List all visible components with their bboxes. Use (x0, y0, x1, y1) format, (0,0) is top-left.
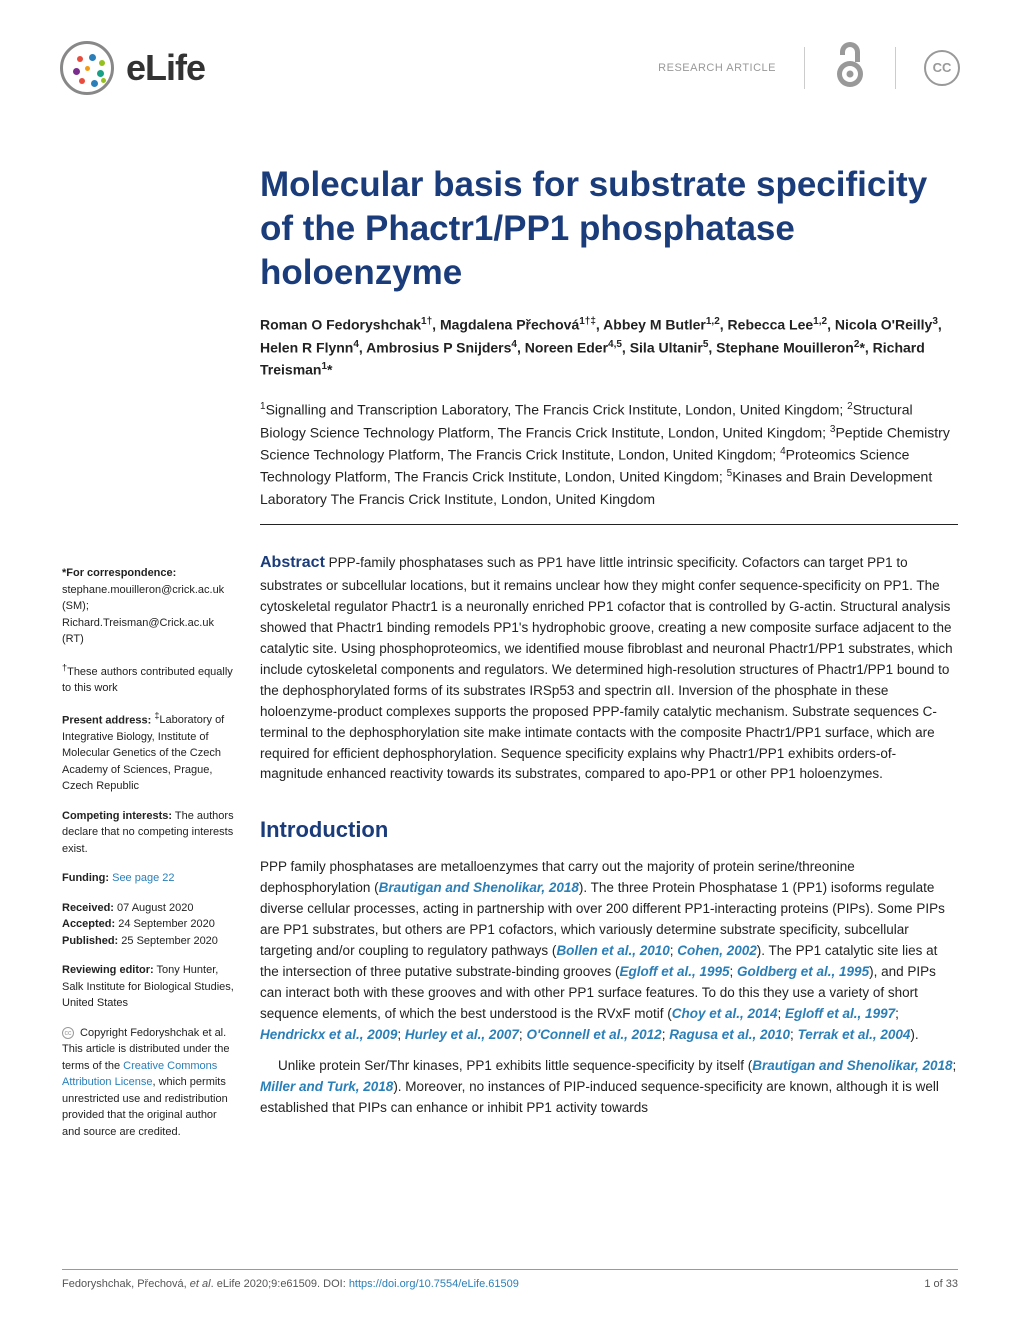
citation-link[interactable]: Bollen et al., 2010 (556, 943, 669, 958)
citation-link[interactable]: Brautigan and Shenolikar, 2018 (379, 880, 579, 895)
correspondence-email: stephane.mouilleron@crick.ac.uk (SM); (62, 584, 224, 613)
funding-label: Funding: (62, 872, 109, 884)
reviewing-editor-label: Reviewing editor: (62, 964, 154, 976)
correspondence-email: Richard.Treisman@Crick.ac.uk (RT) (62, 617, 214, 646)
correspondence-label: *For correspondence: (62, 567, 176, 579)
abstract: Abstract PPP-family phosphatases such as… (260, 551, 958, 785)
citation-link[interactable]: Cohen, 2002 (677, 943, 757, 958)
citation-link[interactable]: Egloff et al., 1995 (619, 964, 729, 979)
citation-link[interactable]: Brautigan and Shenolikar, 2018 (752, 1058, 952, 1073)
citation-link[interactable]: Goldberg et al., 1995 (737, 964, 869, 979)
abstract-label: Abstract (260, 554, 325, 571)
section-heading-introduction: Introduction (260, 813, 958, 847)
doi-link[interactable]: https://doi.org/10.7554/eLife.61509 (349, 1278, 519, 1290)
received-date: 07 August 2020 (114, 902, 194, 914)
article-metadata-sidebar: *For correspondence: stephane.mouilleron… (62, 551, 238, 1153)
footer-citation: Fedoryshchak, Přechová, et al. eLife 202… (62, 1278, 519, 1290)
journal-logo: eLife (60, 41, 205, 95)
present-address-label: Present address: (62, 714, 154, 726)
author-list: Roman O Fedoryshchak1†, Magdalena Přecho… (260, 314, 958, 381)
intro-paragraph-2: Unlike protein Ser/Thr kinases, PP1 exhi… (260, 1056, 958, 1119)
citation-link[interactable]: O'Connell et al., 2012 (526, 1027, 661, 1042)
page-number: 1 of 33 (924, 1278, 958, 1290)
cc-icon-small: cc (62, 1027, 74, 1039)
main-content: Molecular basis for substrate specificit… (0, 123, 1020, 1153)
published-label: Published: (62, 935, 118, 947)
article-title: Molecular basis for substrate specificit… (260, 163, 958, 294)
citation-link[interactable]: Miller and Turk, 2018 (260, 1079, 393, 1094)
accepted-date: 24 September 2020 (115, 918, 215, 930)
article-body: Abstract PPP-family phosphatases such as… (260, 551, 958, 1153)
citation-link[interactable]: Terrak et al., 2004 (798, 1027, 911, 1042)
abstract-body: PPP-family phosphatases such as PP1 have… (260, 555, 953, 781)
cc-license-icon: CC (924, 50, 960, 86)
affiliations: 1Signalling and Transcription Laboratory… (260, 399, 958, 510)
citation-link[interactable]: Hendrickx et al., 2009 (260, 1027, 397, 1042)
citation-link[interactable]: Choy et al., 2014 (672, 1006, 778, 1021)
article-type-label: RESEARCH ARTICLE (658, 62, 776, 74)
accepted-label: Accepted: (62, 918, 115, 930)
published-date: 25 September 2020 (118, 935, 218, 947)
logo-text: eLife (126, 47, 205, 89)
citation-link[interactable]: Ragusa et al., 2010 (669, 1027, 790, 1042)
divider (895, 47, 896, 89)
citation-link[interactable]: Egloff et al., 1997 (785, 1006, 895, 1021)
received-label: Received: (62, 902, 114, 914)
funding-link[interactable]: See page 22 (109, 872, 174, 884)
open-access-icon (833, 40, 867, 95)
header-right: RESEARCH ARTICLE CC (658, 40, 960, 95)
intro-paragraph-1: PPP family phosphatases are metalloenzym… (260, 857, 958, 1045)
page-footer: Fedoryshchak, Přechová, et al. eLife 202… (62, 1269, 958, 1290)
logo-icon (60, 41, 114, 95)
divider (804, 47, 805, 89)
page-header: eLife RESEARCH ARTICLE CC (0, 0, 1020, 123)
competing-interests-label: Competing interests: (62, 810, 172, 822)
citation-link[interactable]: Hurley et al., 2007 (405, 1027, 519, 1042)
equal-contribution-note: †These authors contributed equally to th… (62, 666, 233, 695)
section-divider (260, 524, 958, 525)
